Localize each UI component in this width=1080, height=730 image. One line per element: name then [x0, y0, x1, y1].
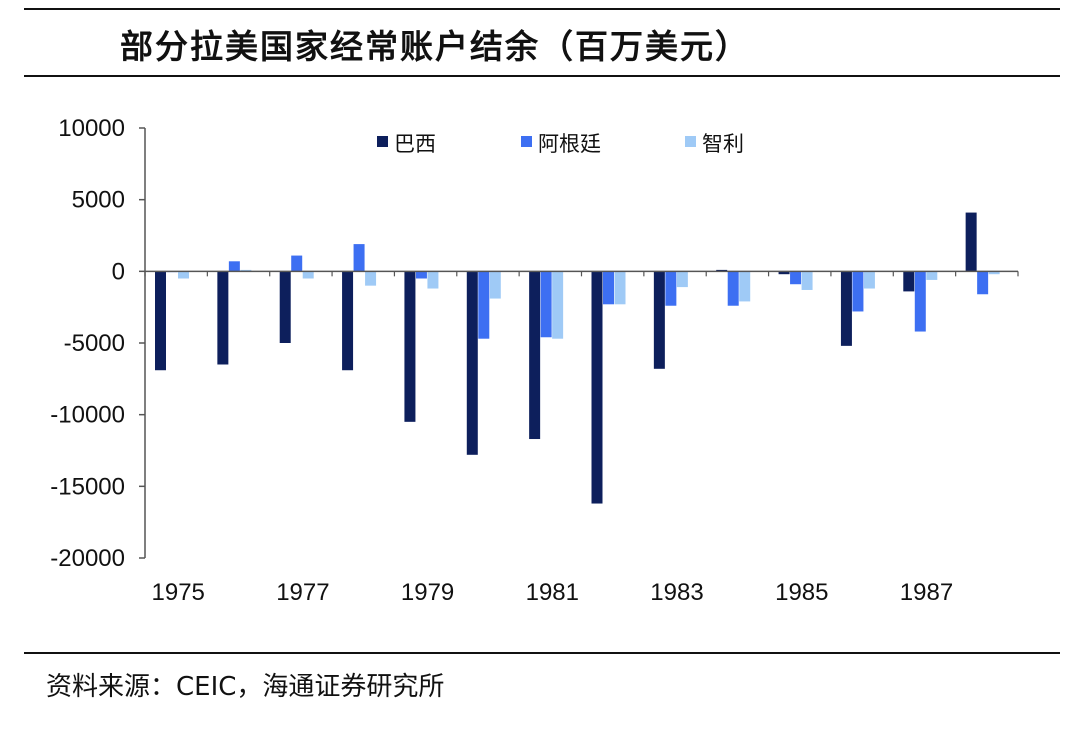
bar-1988-series-1 [977, 271, 989, 295]
source-text: 资料来源：CEIC，海通证券研究所 [46, 672, 445, 702]
bar-1981-series-1 [540, 271, 552, 338]
bar-1978-series-1 [353, 244, 365, 272]
bar-1977-series-0 [279, 271, 291, 343]
chart-title: 部分拉美国家经常账户结余（百万美元） [120, 27, 750, 66]
bar-1983-series-2 [676, 271, 688, 288]
legend-swatch-0 [377, 136, 388, 147]
x-tick-label: 1985 [775, 579, 828, 606]
bar-1988-series-0 [965, 212, 977, 272]
bar-1985-series-1 [790, 271, 802, 285]
legend: 巴西 阿根廷 智利 [377, 132, 744, 156]
bar-1985-series-0 [778, 271, 790, 275]
bar-1977-series-2 [302, 271, 314, 279]
bar-1984-series-1 [727, 271, 739, 306]
title-rule [24, 75, 1060, 77]
x-tick-label: 1979 [401, 579, 454, 606]
source-rule [24, 652, 1060, 654]
bar-1982-series-2 [614, 271, 626, 305]
legend-label-2: 智利 [702, 132, 744, 156]
bar-1975-series-0 [155, 271, 166, 371]
bar-1975-series-2 [178, 271, 189, 279]
bar-1986-series-2 [863, 271, 875, 289]
x-tick-label: 1975 [152, 579, 205, 606]
bar-1978-series-0 [342, 271, 354, 371]
y-tick-label: 0 [112, 258, 125, 285]
bar-1983-series-1 [665, 271, 677, 306]
top-rule [24, 8, 1060, 10]
bar-1984-series-2 [739, 271, 751, 302]
y-tick-label: -15000 [50, 473, 125, 500]
y-axis: 10000 5000 0 -5000 -10000 -15000 -20000 [50, 115, 146, 572]
bar-1986-series-1 [852, 271, 864, 312]
y-tick-label: -20000 [50, 545, 125, 572]
bar-1981-series-2 [552, 271, 564, 339]
y-tick-label: -5000 [64, 330, 125, 357]
bar-1982-series-0 [591, 271, 603, 504]
bar-1979-series-1 [415, 271, 427, 279]
bar-1987-series-1 [914, 271, 926, 332]
y-tick-label: 5000 [72, 187, 125, 214]
bar-1976-series-1 [228, 261, 240, 272]
bar-1988-series-2 [988, 271, 1000, 275]
bar-1987-series-0 [903, 271, 915, 292]
legend-swatch-2 [685, 136, 696, 147]
bar-1982-series-1 [603, 271, 614, 305]
bar-1980-series-0 [466, 271, 478, 455]
bar-1986-series-0 [840, 271, 852, 346]
bar-1985-series-2 [801, 271, 813, 290]
bar-1979-series-0 [404, 271, 416, 422]
y-tick-label: 10000 [58, 115, 125, 142]
x-tick-label: 1987 [900, 579, 953, 606]
x-axis: 1975 1977 1979 1981 1983 1985 1987 [144, 270, 1019, 606]
x-tick-label: 1977 [276, 579, 329, 606]
x-tick-label: 1983 [650, 579, 703, 606]
bar-1981-series-0 [529, 271, 541, 440]
bar-1980-series-2 [489, 271, 501, 299]
bar-1977-series-1 [291, 255, 303, 272]
bars [155, 212, 1000, 504]
bar-1980-series-1 [478, 271, 490, 339]
legend-label-0: 巴西 [394, 132, 436, 156]
bar-1979-series-2 [427, 271, 439, 289]
bar-1976-series-0 [217, 271, 229, 365]
bar-1978-series-2 [365, 271, 377, 286]
x-tick-label: 1981 [526, 579, 579, 606]
bar-1983-series-0 [653, 271, 665, 369]
y-tick-label: -10000 [50, 402, 125, 429]
legend-swatch-1 [521, 136, 532, 147]
legend-label-1: 阿根廷 [538, 132, 601, 156]
bar-1987-series-2 [926, 271, 938, 280]
